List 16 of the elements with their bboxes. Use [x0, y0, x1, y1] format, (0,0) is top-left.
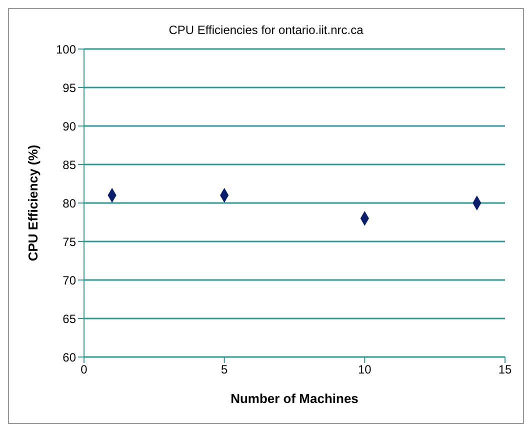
y-tick-label: 70 — [62, 273, 76, 288]
y-tick-label: 80 — [62, 196, 76, 210]
x-tick-label: 0 — [80, 362, 88, 377]
y-tick-label: 75 — [62, 234, 76, 249]
x-tick-label: 10 — [358, 362, 372, 377]
y-tick-label: 90 — [62, 119, 76, 134]
y-tick-label: 85 — [62, 158, 76, 172]
y-axis-title: CPU Efficiency (%) — [26, 144, 41, 262]
y-tick-label: 60 — [62, 350, 76, 364]
x-tick-label: 15 — [498, 362, 512, 377]
y-tick-label: 65 — [62, 312, 76, 326]
x-tick-label: 5 — [220, 362, 228, 377]
x-axis-title: Number of Machines — [230, 391, 358, 406]
y-tick-label: 95 — [62, 80, 76, 95]
y-tick-label: 100 — [56, 42, 76, 56]
chart-title: CPU Efficiencies for ontario.iit.nrc.ca — [168, 23, 364, 37]
